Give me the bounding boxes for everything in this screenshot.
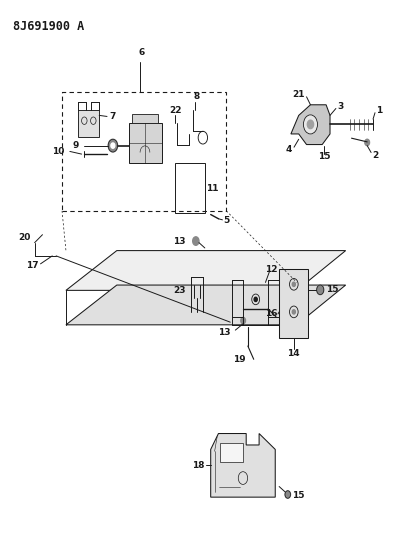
Circle shape <box>254 297 257 302</box>
Bar <box>279 269 309 338</box>
Text: 17: 17 <box>26 261 39 270</box>
Text: 12: 12 <box>265 265 278 273</box>
Text: 11: 11 <box>206 183 219 192</box>
Text: 5: 5 <box>223 216 229 225</box>
Text: 15: 15 <box>292 491 304 500</box>
Text: 21: 21 <box>292 90 305 99</box>
Polygon shape <box>211 433 275 497</box>
Text: 20: 20 <box>19 233 31 242</box>
Text: 9: 9 <box>72 141 78 150</box>
Circle shape <box>111 143 115 148</box>
Bar <box>132 114 158 123</box>
Text: 13: 13 <box>218 328 230 337</box>
Text: 4: 4 <box>286 146 292 155</box>
Circle shape <box>292 310 296 314</box>
Bar <box>62 92 226 211</box>
Circle shape <box>365 139 370 146</box>
Polygon shape <box>66 251 346 290</box>
Bar <box>78 110 99 136</box>
Text: 7: 7 <box>110 112 116 121</box>
Text: 3: 3 <box>337 102 343 111</box>
Text: 14: 14 <box>288 350 300 359</box>
Text: 23: 23 <box>173 286 185 295</box>
Circle shape <box>317 285 324 295</box>
Circle shape <box>292 282 296 286</box>
Circle shape <box>307 120 314 128</box>
Text: 8J691900 A: 8J691900 A <box>13 20 84 33</box>
Circle shape <box>241 317 245 324</box>
Polygon shape <box>291 105 330 144</box>
Text: 19: 19 <box>233 355 246 364</box>
Bar <box>175 163 205 214</box>
Text: 2: 2 <box>372 151 379 160</box>
Polygon shape <box>66 285 346 325</box>
Bar <box>128 123 162 163</box>
Text: 15: 15 <box>318 152 331 161</box>
Text: 8: 8 <box>193 92 199 101</box>
Bar <box>220 443 243 462</box>
Text: 10: 10 <box>52 147 64 156</box>
Text: 1: 1 <box>376 106 383 115</box>
Circle shape <box>303 115 318 134</box>
Circle shape <box>108 139 117 152</box>
Circle shape <box>285 491 290 498</box>
Text: 18: 18 <box>192 461 205 470</box>
Text: 6: 6 <box>138 48 145 57</box>
Text: 13: 13 <box>173 237 185 246</box>
Text: 15: 15 <box>326 285 338 294</box>
Text: 22: 22 <box>169 106 182 115</box>
Text: 16: 16 <box>265 310 277 318</box>
Circle shape <box>193 237 199 245</box>
